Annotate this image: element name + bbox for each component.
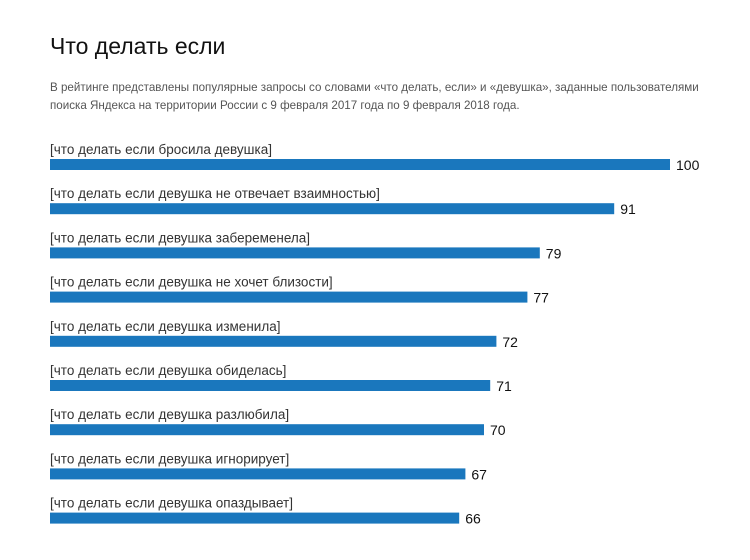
value-label: 79 bbox=[546, 245, 562, 261]
category-label: [что делать если девушка опаздывает] bbox=[50, 496, 293, 511]
chart-subtitle: В рейтинге представлены популярные запро… bbox=[50, 81, 699, 112]
category-label: [что делать если девушка не отвечает вза… bbox=[50, 186, 380, 201]
chart-title: Что делать если bbox=[50, 33, 226, 59]
bar bbox=[50, 159, 670, 170]
bar bbox=[50, 424, 484, 436]
category-label: [что делать если девушка не хочет близос… bbox=[50, 275, 333, 290]
bar bbox=[50, 512, 460, 524]
bar bbox=[50, 291, 528, 303]
value-label: 72 bbox=[502, 334, 518, 350]
category-label: [что делать если бросила девушка] bbox=[50, 142, 272, 157]
bar bbox=[50, 203, 615, 215]
value-label: 67 bbox=[471, 466, 487, 482]
value-label: 77 bbox=[533, 290, 549, 306]
category-label: [что делать если девушка забеременела] bbox=[50, 230, 310, 245]
value-label: 71 bbox=[496, 378, 512, 394]
category-label: [что делать если девушка разлюбила] bbox=[50, 407, 289, 422]
category-label: [что делать если девушка обиделась] bbox=[50, 363, 286, 378]
category-label: [что делать если девушка изменила] bbox=[50, 319, 280, 334]
bar bbox=[50, 335, 497, 347]
category-label: [что делать если девушка игнорирует] bbox=[50, 451, 289, 466]
bar bbox=[50, 247, 540, 259]
bar bbox=[50, 468, 466, 480]
bar bbox=[50, 380, 491, 391]
value-label: 91 bbox=[620, 201, 636, 217]
value-label: 100 bbox=[676, 157, 700, 173]
value-label: 66 bbox=[465, 511, 481, 527]
value-label: 70 bbox=[490, 422, 506, 438]
